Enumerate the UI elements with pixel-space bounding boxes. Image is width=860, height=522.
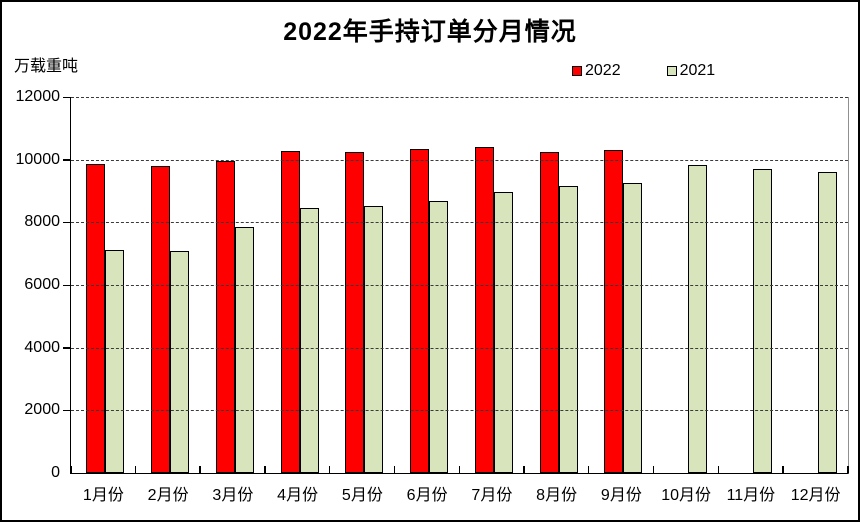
x-axis-label-10月份: 10月份 [661,487,712,504]
category-10月份: 10月份 [654,97,719,504]
legend-swatch-2022-icon [572,66,582,76]
x-axis-label-6月份: 6月份 [406,487,448,504]
bar-2022-9月份 [604,150,624,473]
category-12月份: 12月份 [783,97,848,504]
gridline-12000 [71,97,848,98]
bar-2021-12月份 [817,172,837,473]
bar-2021-7月份 [493,192,513,473]
plot-area: 1月份 2月份 3月份 4月份 5月份 6月份 7月份 8月份 9月份 10月份 11月份 12月份 [63,96,849,504]
x-axis-tick [523,466,525,473]
x-axis-tick [458,466,460,473]
y-axis-tick-label: 6000 [24,276,60,293]
bar-2022-7月份 [474,147,494,473]
category-11月份: 11月份 [719,97,784,504]
bar-2021-4月份 [299,207,319,473]
bar-2021-6月份 [429,200,449,473]
bar-2022-5月份 [345,152,365,473]
x-axis-label-1月份: 1月份 [82,487,124,504]
bar-2022-3月份 [215,161,235,473]
category-3月份: 3月份 [201,97,266,504]
x-axis-label-7月份: 7月份 [471,487,513,504]
y-axis-tick [63,96,71,98]
y-axis-tick-labels: 0 2000 4000 6000 8000 10000 12000 [2,88,61,481]
x-axis-tick [393,466,396,473]
x-axis-label-5月份: 5月份 [341,487,383,504]
bar-2022-6月份 [410,149,430,473]
x-axis-tick [199,466,201,473]
x-axis-label-4月份: 4月份 [277,487,319,504]
gridline-6000 [71,285,848,286]
y-axis-tick-label: 10000 [15,150,61,168]
x-axis-tick [328,466,331,473]
categories: 1月份 2月份 3月份 4月份 5月份 6月份 7月份 8月份 9月份 10月份 11月份 12月份 [71,97,848,504]
legend: 2022 2021 [572,62,715,80]
y-axis-tick-label: 0 [51,464,60,481]
bar-2021-5月份 [364,205,384,473]
y-axis-tick-label: 12000 [15,88,61,105]
chart-title: 2022年手持订单分月情况 [283,18,577,46]
y-axis-tick-label: 2000 [24,401,60,419]
bar-2021-11月份 [752,169,772,473]
x-axis-tick [134,466,137,473]
y-axis-tick [63,347,71,349]
category-2月份: 2月份 [136,97,201,504]
gridline-8000 [71,222,848,224]
category-7月份: 7月份 [460,97,525,504]
x-axis-label-11月份: 11月份 [726,487,776,504]
y-axis-tick [63,284,71,286]
x-axis-tick [782,466,784,473]
legend-swatch-2021-icon [666,66,677,76]
category-5月份: 5月份 [330,97,395,504]
x-axis-tick [70,466,72,473]
y-axis-tick-label: 8000 [24,213,60,231]
x-axis-tick [264,466,266,473]
bar-2021-3月份 [234,226,254,473]
bar-2022-1月份 [86,164,106,473]
category-1月份: 1月份 [71,97,136,504]
x-axis-tick [587,466,590,473]
y-axis-tick [63,409,71,412]
bar-2022-4月份 [280,151,300,473]
y-axis-unit-label: 万载重吨 [14,58,79,75]
bar-2021-2月份 [170,251,190,473]
x-axis-label-12月份: 12月份 [790,487,841,504]
category-4月份: 4月份 [265,97,330,504]
y-axis-tick [63,221,71,224]
x-axis-label-9月份: 9月份 [600,487,642,504]
gridline-4000 [71,347,848,349]
legend-item-2022: 2022 [572,62,621,80]
bar-2022-8月份 [539,151,559,473]
gridline-10000 [71,159,848,161]
category-6月份: 6月份 [395,97,460,504]
x-axis-tick [717,466,719,473]
x-axis-tick [847,466,849,473]
bar-2021-1月份 [105,249,125,473]
bar-2021-8月份 [558,186,578,473]
x-axis-label-2月份: 2月份 [147,487,189,504]
y-axis-tick [63,159,71,161]
x-axis-tick [652,466,655,473]
bar-2021-9月份 [623,182,643,473]
y-axis-tick-label: 4000 [24,338,60,356]
category-8月份: 8月份 [524,97,589,504]
bar-2021-10月份 [688,165,708,473]
bar-2022-2月份 [151,165,171,473]
legend-label-2022: 2022 [585,62,621,79]
gridline-2000 [71,410,848,412]
category-9月份: 9月份 [589,97,654,504]
legend-label-2021: 2021 [679,62,716,79]
x-axis-label-8月份: 8月份 [536,487,578,504]
legend-item-2021: 2021 [666,62,716,80]
x-axis-label-3月份: 3月份 [212,487,254,504]
